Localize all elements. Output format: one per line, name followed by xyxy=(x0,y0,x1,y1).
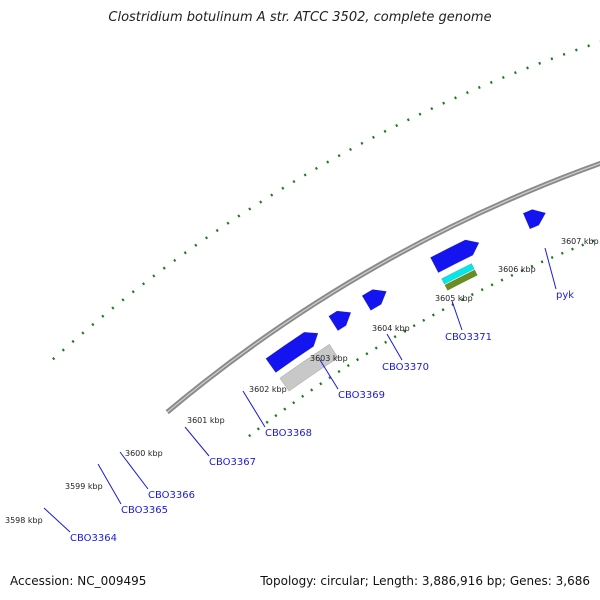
gene-leader-line xyxy=(119,451,149,490)
gene-label: CBO3365 xyxy=(121,505,168,516)
gene-leader-line xyxy=(319,359,339,390)
gene-label: CBO3364 xyxy=(70,533,117,544)
map-title: Clostridium botulinum A str. ATCC 3502, … xyxy=(108,10,492,25)
cog-band-grey xyxy=(279,343,339,392)
scale-tick-label: 3600 kbp xyxy=(125,449,163,458)
cds-forward-2 xyxy=(328,310,352,332)
gene-label: CBO3370 xyxy=(382,362,429,373)
gene-label: CBO3369 xyxy=(338,390,385,401)
scale-tick-label: 3599 kbp xyxy=(65,482,103,491)
gene-leader-line xyxy=(386,333,403,361)
scale-ring-outer xyxy=(52,40,600,361)
cog-band-olive xyxy=(444,269,478,291)
gene-label: pyk xyxy=(556,290,574,301)
cds-forward-1 xyxy=(265,331,319,373)
scale-ring-inner xyxy=(248,237,600,438)
genome-stats-text: Topology: circular; Length: 3,886,916 bp… xyxy=(260,574,590,588)
gene-leader-line xyxy=(544,247,557,290)
scale-tick-label: 3602 kbp xyxy=(249,385,287,394)
gene-leader-line xyxy=(451,300,463,331)
gene-leader-line xyxy=(184,426,210,457)
gene-label: CBO3367 xyxy=(209,457,256,468)
cds-forward-5 xyxy=(522,209,547,230)
scale-tick-label: 3606 kbp xyxy=(498,265,536,274)
accession-text: Accession: NC_009495 xyxy=(10,574,147,588)
cds-forward-4 xyxy=(430,239,480,274)
scale-tick-label: 3605 kbp xyxy=(435,294,473,303)
gene-leader-line xyxy=(97,463,122,505)
gene-label: CBO3371 xyxy=(445,332,492,343)
cog-band-cyan xyxy=(441,263,475,285)
scale-tick-label: 3601 kbp xyxy=(187,416,225,425)
genome-backbone-highlight xyxy=(166,162,600,413)
scale-tick-label: 3604 kbp xyxy=(372,324,410,333)
scale-tick-label: 3603 kbp xyxy=(310,354,348,363)
gene-label: CBO3368 xyxy=(265,428,312,439)
gene-leader-line xyxy=(242,390,266,428)
scale-tick-label: 3598 kbp xyxy=(5,516,43,525)
gene-label: CBO3366 xyxy=(148,490,195,501)
cds-forward-3 xyxy=(361,289,387,311)
gene-leader-line xyxy=(43,507,71,533)
scale-tick-label: 3607 kbp xyxy=(561,237,599,246)
